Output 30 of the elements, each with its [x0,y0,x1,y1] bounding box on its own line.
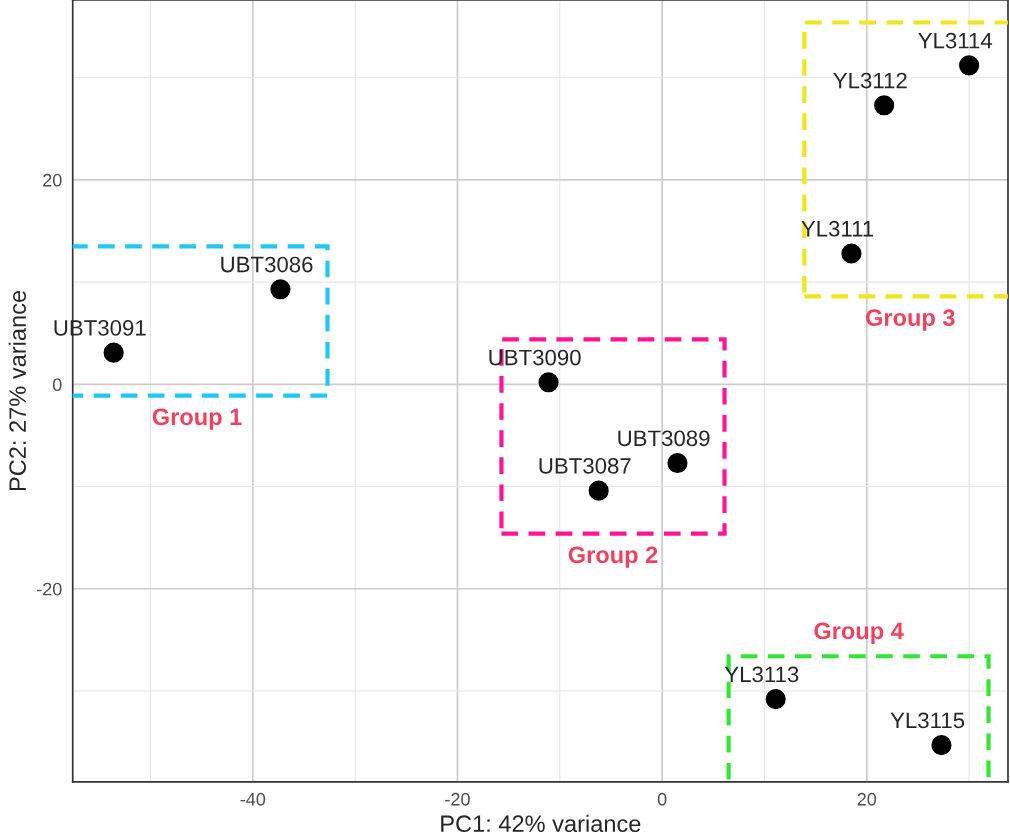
annotation: UBT3086 [221,256,313,273]
x-tick-label: -40 [240,792,266,806]
point [874,95,895,116]
y-axis-title: PC2: 27% variance [8,290,26,491]
text: Group 2 [568,546,658,568]
y-tick-label: -20 [37,582,62,596]
x-tick-label: 0 [657,792,667,806]
x-axis-title: PC1: 42% variance [441,814,641,833]
annotation: YL3114 [918,32,993,49]
annotation: UBT3089 [618,430,710,447]
text: Group 4 [814,622,904,644]
point [270,279,291,300]
annotation: YL3112 [833,72,907,89]
point [103,342,124,363]
text: Group 1 [152,408,242,430]
x-tick-label: 20 [857,792,877,806]
point [765,689,786,710]
annotation: YL3113 [724,666,799,683]
text: Group 3 [865,309,955,331]
y-tick-label: 0 [52,378,62,392]
point [959,55,980,76]
annotation: UBT3087 [539,458,631,474]
point [588,480,609,501]
point [841,243,862,264]
point [538,372,559,393]
x-tick-label: -20 [445,792,470,806]
annotation: YL3115 [890,712,965,729]
point [667,452,688,474]
point [931,735,952,756]
y-tick-label: 20 [43,173,62,187]
